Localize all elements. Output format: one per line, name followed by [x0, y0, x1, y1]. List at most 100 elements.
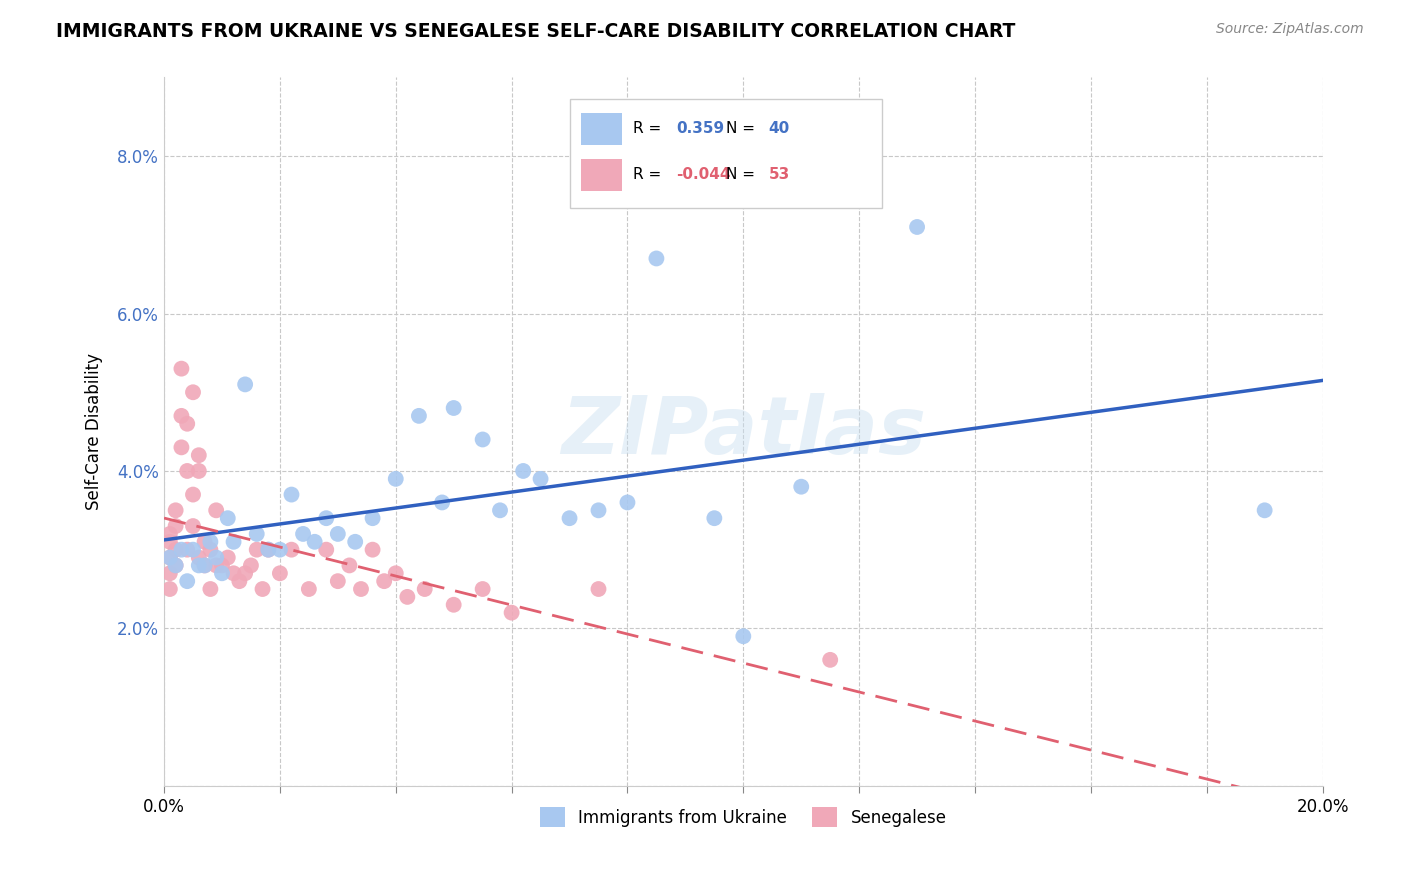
Point	[413, 582, 436, 596]
Text: Source: ZipAtlas.com: Source: ZipAtlas.com	[1216, 22, 1364, 37]
Point	[205, 550, 228, 565]
Text: ZIPatlas: ZIPatlas	[561, 392, 925, 471]
Point	[315, 511, 337, 525]
Point	[165, 519, 187, 533]
Text: 53: 53	[769, 167, 790, 182]
Text: 40: 40	[769, 121, 790, 136]
Text: R =: R =	[633, 121, 666, 136]
Point	[616, 495, 638, 509]
Point	[280, 542, 302, 557]
Point	[159, 534, 181, 549]
Point	[489, 503, 512, 517]
Point	[315, 542, 337, 557]
Point	[905, 219, 928, 234]
Point	[703, 511, 725, 525]
Point	[443, 401, 465, 415]
Point	[187, 464, 209, 478]
Point	[269, 542, 291, 557]
Point	[159, 582, 181, 596]
Point	[645, 252, 668, 266]
Point	[384, 472, 406, 486]
Point	[280, 487, 302, 501]
Point	[361, 542, 384, 557]
Point	[181, 542, 204, 557]
Point	[443, 598, 465, 612]
Point	[471, 582, 494, 596]
FancyBboxPatch shape	[569, 99, 883, 209]
Point	[252, 582, 274, 596]
Point	[246, 527, 269, 541]
Point	[384, 566, 406, 581]
Point	[200, 582, 222, 596]
Text: R =: R =	[633, 167, 666, 182]
Point	[194, 534, 217, 549]
Point	[408, 409, 430, 423]
Point	[1253, 503, 1275, 517]
Point	[159, 550, 181, 565]
Text: N =: N =	[725, 121, 759, 136]
Point	[344, 534, 367, 549]
Text: IMMIGRANTS FROM UKRAINE VS SENEGALESE SELF-CARE DISABILITY CORRELATION CHART: IMMIGRANTS FROM UKRAINE VS SENEGALESE SE…	[56, 22, 1015, 41]
Point	[181, 519, 204, 533]
Point	[176, 417, 198, 431]
Point	[159, 527, 181, 541]
Point	[233, 566, 256, 581]
Point	[187, 558, 209, 573]
Point	[361, 511, 384, 525]
FancyBboxPatch shape	[581, 113, 621, 145]
Point	[176, 542, 198, 557]
Point	[790, 480, 813, 494]
Point	[733, 629, 755, 643]
Point	[373, 574, 395, 589]
Point	[165, 558, 187, 573]
Point	[187, 550, 209, 565]
Point	[558, 511, 581, 525]
Point	[211, 566, 233, 581]
Point	[239, 558, 262, 573]
Point	[217, 511, 239, 525]
Point	[159, 566, 181, 581]
Point	[211, 558, 233, 573]
Point	[233, 377, 256, 392]
Point	[326, 527, 349, 541]
Point	[176, 574, 198, 589]
Legend: Immigrants from Ukraine, Senegalese: Immigrants from Ukraine, Senegalese	[533, 800, 953, 834]
Point	[222, 566, 245, 581]
Text: N =: N =	[725, 167, 759, 182]
Point	[170, 542, 193, 557]
Point	[200, 542, 222, 557]
FancyBboxPatch shape	[581, 159, 621, 191]
Point	[170, 441, 193, 455]
Point	[200, 534, 222, 549]
Point	[176, 464, 198, 478]
Point	[396, 590, 419, 604]
Point	[165, 542, 187, 557]
Point	[298, 582, 321, 596]
Point	[217, 550, 239, 565]
Point	[588, 503, 610, 517]
Point	[246, 542, 269, 557]
Point	[165, 503, 187, 517]
Point	[350, 582, 373, 596]
Point	[529, 472, 551, 486]
Point	[159, 550, 181, 565]
Y-axis label: Self-Care Disability: Self-Care Disability	[86, 353, 103, 510]
Point	[588, 582, 610, 596]
Point	[205, 558, 228, 573]
Text: 0.359: 0.359	[676, 121, 724, 136]
Point	[501, 606, 523, 620]
Point	[269, 566, 291, 581]
Point	[181, 385, 204, 400]
Point	[194, 558, 217, 573]
Point	[257, 542, 280, 557]
Point	[512, 464, 534, 478]
Point	[170, 409, 193, 423]
Point	[304, 534, 326, 549]
Point	[818, 653, 841, 667]
Text: -0.044: -0.044	[676, 167, 731, 182]
Point	[292, 527, 315, 541]
Point	[170, 361, 193, 376]
Point	[430, 495, 453, 509]
Point	[205, 503, 228, 517]
Point	[187, 448, 209, 462]
